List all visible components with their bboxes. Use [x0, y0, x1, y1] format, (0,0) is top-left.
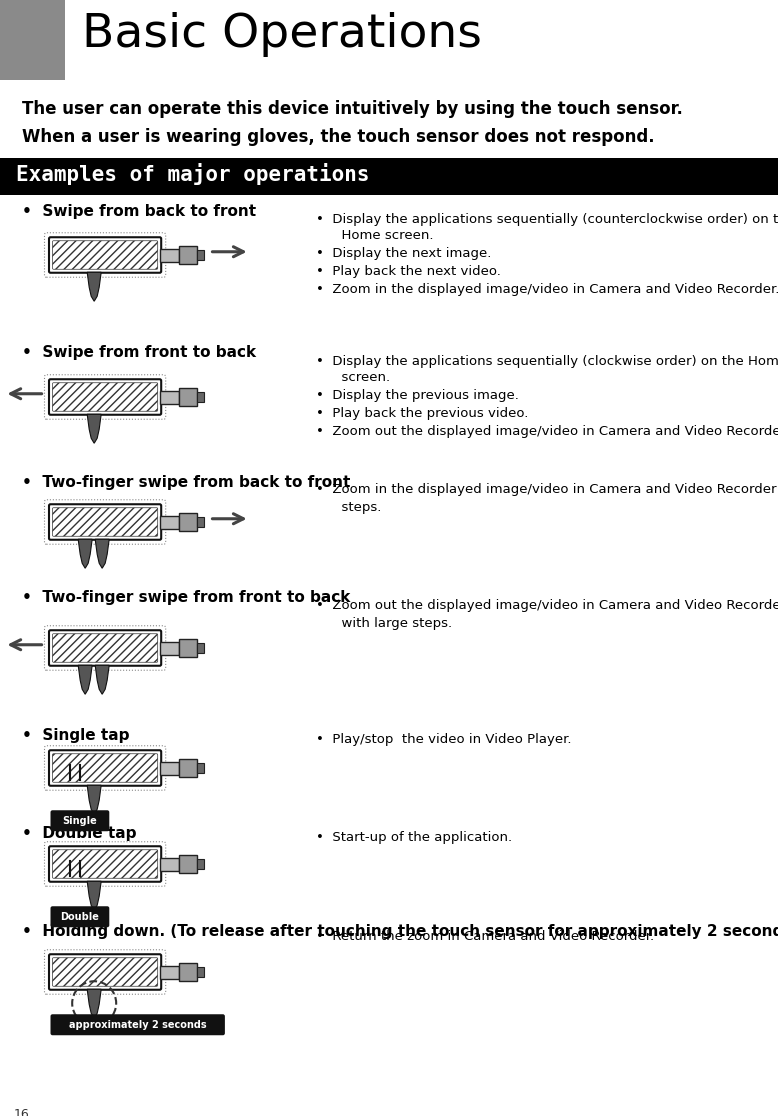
- Bar: [197, 392, 204, 402]
- Text: When a user is wearing gloves, the touch sensor does not respond.: When a user is wearing gloves, the touch…: [22, 128, 654, 146]
- Text: •  Display the applications sequentially (counterclockwise order) on the: • Display the applications sequentially …: [316, 213, 778, 227]
- Text: •  Zoom in the displayed image/video in Camera and Video Recorder with large: • Zoom in the displayed image/video in C…: [316, 483, 778, 496]
- Bar: [197, 859, 204, 869]
- Text: •  Swipe from front to back: • Swipe from front to back: [22, 345, 256, 360]
- Text: •  Single tap: • Single tap: [22, 728, 129, 743]
- FancyBboxPatch shape: [49, 750, 161, 786]
- Text: •  Two-finger swipe from front to back: • Two-finger swipe from front to back: [22, 590, 350, 605]
- FancyBboxPatch shape: [51, 906, 109, 927]
- Bar: [159, 249, 179, 261]
- Bar: [159, 965, 179, 979]
- Text: •  Swipe from back to front: • Swipe from back to front: [22, 204, 256, 219]
- FancyBboxPatch shape: [49, 631, 161, 666]
- Text: Examples of major operations: Examples of major operations: [16, 163, 370, 185]
- Text: •  Display the previous image.: • Display the previous image.: [316, 389, 519, 402]
- FancyBboxPatch shape: [49, 954, 161, 990]
- Bar: [197, 763, 204, 773]
- Text: with large steps.: with large steps.: [316, 617, 452, 631]
- Text: •  Return the zoom in Camera and Video Recorder.: • Return the zoom in Camera and Video Re…: [316, 930, 654, 943]
- Bar: [197, 250, 204, 260]
- FancyBboxPatch shape: [49, 379, 161, 415]
- Polygon shape: [87, 786, 101, 815]
- Bar: [159, 642, 179, 654]
- Bar: [179, 963, 197, 981]
- Bar: [197, 643, 204, 653]
- Bar: [197, 966, 204, 978]
- Text: •  Zoom out the displayed image/video in Camera and Video Recorder.: • Zoom out the displayed image/video in …: [316, 425, 778, 437]
- Text: Single: Single: [62, 816, 97, 826]
- Polygon shape: [87, 414, 101, 443]
- Bar: [0, 158, 778, 195]
- Polygon shape: [87, 272, 101, 301]
- Text: •  Two-finger swipe from back to front: • Two-finger swipe from back to front: [22, 475, 350, 490]
- Bar: [159, 761, 179, 775]
- Text: The user can operate this device intuitively by using the touch sensor.: The user can operate this device intuiti…: [22, 100, 683, 118]
- Text: •  Holding down. (To release after touching the touch sensor for approximately 2: • Holding down. (To release after touchi…: [22, 924, 778, 939]
- Bar: [179, 855, 197, 874]
- Polygon shape: [78, 665, 92, 694]
- Bar: [179, 638, 197, 657]
- Text: •  Start-up of the application.: • Start-up of the application.: [316, 831, 512, 844]
- Text: •  Display the applications sequentially (clockwise order) on the Home: • Display the applications sequentially …: [316, 355, 778, 368]
- Bar: [159, 391, 179, 404]
- Polygon shape: [87, 989, 101, 1018]
- Text: •  Play back the previous video.: • Play back the previous video.: [316, 407, 528, 420]
- Bar: [179, 246, 197, 264]
- Text: •  Zoom in the displayed image/video in Camera and Video Recorder.: • Zoom in the displayed image/video in C…: [316, 283, 778, 296]
- Text: •  Display the next image.: • Display the next image.: [316, 247, 492, 260]
- Bar: [179, 512, 197, 531]
- Text: screen.: screen.: [316, 371, 390, 384]
- Text: Basic Operations: Basic Operations: [82, 12, 482, 57]
- Polygon shape: [95, 539, 109, 568]
- Text: steps.: steps.: [316, 501, 381, 514]
- Polygon shape: [87, 882, 101, 911]
- FancyBboxPatch shape: [49, 238, 161, 272]
- FancyBboxPatch shape: [51, 810, 109, 831]
- Text: •  Double tap: • Double tap: [22, 826, 136, 841]
- FancyBboxPatch shape: [51, 1014, 225, 1036]
- Polygon shape: [95, 665, 109, 694]
- Polygon shape: [78, 539, 92, 568]
- Bar: [179, 387, 197, 406]
- Bar: [179, 759, 197, 778]
- Bar: [197, 517, 204, 527]
- Bar: [159, 516, 179, 529]
- Text: •  Play/stop  the video in Video Player.: • Play/stop the video in Video Player.: [316, 733, 572, 745]
- Text: •  Play back the next video.: • Play back the next video.: [316, 264, 501, 278]
- Bar: [0, 0, 65, 80]
- Text: approximately 2 seconds: approximately 2 seconds: [69, 1020, 206, 1030]
- FancyBboxPatch shape: [49, 846, 161, 882]
- FancyBboxPatch shape: [49, 504, 161, 540]
- Bar: [159, 857, 179, 870]
- Text: •  Zoom out the displayed image/video in Camera and Video Recorder: • Zoom out the displayed image/video in …: [316, 599, 778, 612]
- Text: Home screen.: Home screen.: [316, 229, 433, 242]
- Text: Double: Double: [61, 912, 100, 922]
- Text: 16: 16: [14, 1108, 30, 1116]
